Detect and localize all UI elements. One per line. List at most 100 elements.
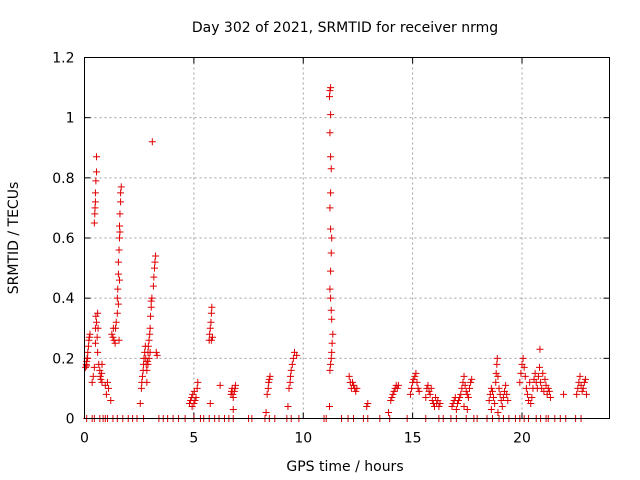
x-tick-label: 15	[404, 431, 422, 447]
data-point	[493, 354, 501, 362]
data-point	[546, 393, 554, 401]
data-point	[435, 402, 443, 410]
data-point	[116, 228, 124, 236]
data-point	[327, 294, 335, 302]
data-point	[288, 360, 296, 368]
data-point	[455, 396, 463, 404]
data-point	[350, 381, 358, 389]
data-point	[327, 84, 335, 92]
data-point	[468, 375, 476, 383]
data-point	[148, 138, 156, 146]
data-point	[545, 387, 553, 395]
data-point	[84, 348, 92, 356]
data-point	[85, 333, 93, 341]
data-point	[191, 396, 199, 404]
x-tick-label: 10	[294, 431, 312, 447]
data-point	[452, 405, 460, 413]
data-point	[519, 354, 527, 362]
data-point	[190, 387, 198, 395]
data-point	[527, 399, 535, 407]
data-point	[91, 210, 99, 218]
data-point	[412, 369, 420, 377]
data-point	[460, 402, 468, 410]
data-point	[521, 372, 529, 380]
data-point	[456, 393, 464, 401]
data-point	[207, 309, 215, 317]
data-point	[113, 309, 121, 317]
data-point	[406, 390, 414, 398]
data-point	[287, 366, 295, 374]
data-point	[92, 312, 100, 320]
data-point	[93, 333, 101, 341]
data-point	[206, 399, 214, 407]
data-point	[93, 168, 101, 176]
data-point	[345, 372, 353, 380]
data-point	[97, 375, 105, 383]
data-point	[523, 390, 531, 398]
y-axis-label: SRMTID / TECUs	[6, 182, 22, 295]
data-point	[150, 273, 158, 281]
data-point	[413, 378, 421, 386]
data-point	[216, 381, 224, 389]
data-point	[363, 402, 371, 410]
data-point	[114, 300, 122, 308]
data-point	[90, 363, 98, 371]
data-point	[144, 342, 152, 350]
data-points	[82, 84, 591, 422]
data-point	[116, 234, 123, 242]
data-point	[114, 285, 122, 293]
data-point	[96, 372, 104, 380]
data-point	[329, 330, 337, 338]
data-point	[457, 390, 465, 398]
data-point	[147, 303, 155, 311]
data-point	[387, 396, 395, 404]
data-point	[494, 372, 502, 380]
data-point	[364, 399, 372, 407]
data-point	[327, 111, 335, 119]
data-point	[493, 360, 501, 368]
data-point	[112, 324, 120, 332]
data-point	[136, 399, 144, 407]
y-tick-label: 0.2	[52, 351, 74, 367]
data-point	[393, 384, 401, 392]
data-point	[189, 390, 197, 398]
data-point	[467, 378, 475, 386]
data-point	[143, 378, 151, 386]
data-point	[326, 204, 334, 212]
data-point	[327, 249, 335, 257]
data-point	[207, 318, 215, 326]
data-point	[265, 375, 273, 383]
data-point	[190, 399, 198, 407]
data-point	[117, 189, 125, 197]
data-point	[328, 234, 336, 242]
data-point	[348, 378, 356, 386]
y-tick-label: 0.4	[52, 291, 74, 307]
data-point	[89, 372, 97, 380]
data-point	[147, 297, 155, 305]
data-point	[115, 246, 123, 254]
data-point	[231, 381, 239, 389]
data-point	[146, 348, 154, 356]
data-point	[208, 303, 216, 311]
data-point	[326, 129, 334, 137]
data-point	[206, 324, 214, 332]
data-point	[293, 351, 301, 359]
data-point	[326, 93, 333, 101]
data-point	[534, 372, 542, 380]
data-point	[265, 378, 273, 386]
data-point	[91, 198, 99, 206]
data-point	[389, 390, 397, 398]
data-point	[504, 396, 512, 404]
data-point	[266, 372, 274, 380]
data-point	[426, 390, 434, 398]
data-point	[151, 264, 158, 272]
data-point	[408, 384, 416, 392]
data-point	[192, 393, 200, 401]
data-point	[137, 384, 145, 392]
data-point	[285, 384, 293, 392]
data-point	[461, 381, 469, 389]
data-point	[498, 402, 506, 410]
data-point	[328, 339, 336, 347]
data-point	[537, 378, 545, 386]
